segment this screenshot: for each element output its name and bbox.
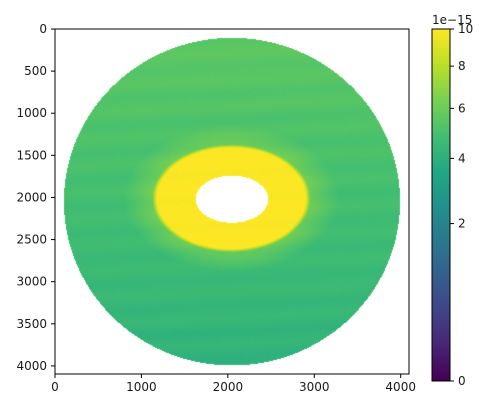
- colorbar-gradient: [432, 29, 450, 381]
- heatmap-image: [55, 29, 409, 374]
- y-tick-label: 500: [24, 64, 47, 78]
- heatmap-plot-area: [55, 29, 409, 374]
- y-tick-label: 2000: [16, 190, 47, 204]
- y-tick-label: 0: [39, 22, 47, 36]
- x-tick-label: 0: [51, 380, 59, 394]
- colorbar-tick-label: 2: [458, 217, 466, 231]
- colorbar-tick-label: 0: [458, 374, 466, 388]
- y-axis: 0 500 1000 1500 2000 2500 3000 3500 4000: [16, 22, 55, 373]
- y-tick-label: 3000: [16, 275, 47, 289]
- colorbar: 1e−15 0246810: [432, 13, 473, 388]
- x-tick-label: 3000: [299, 380, 330, 394]
- colorbar-tick-label: 6: [458, 101, 466, 115]
- x-tick-label: 2000: [213, 380, 244, 394]
- y-tick-label: 1000: [16, 106, 47, 120]
- x-tick-label: 4000: [385, 380, 416, 394]
- colorbar-ticks: 0 2 4 6 8 10: [450, 22, 473, 388]
- colorbar-tick-label: 8: [458, 59, 466, 73]
- y-tick-label: 2500: [16, 233, 47, 247]
- colorbar-tick-label: 4: [458, 151, 466, 165]
- x-tick-label: 1000: [126, 380, 157, 394]
- y-tick-label: 3500: [16, 317, 47, 331]
- x-axis: 0 1000 2000 3000 4000: [51, 374, 416, 394]
- colorbar-tick-label: 10: [458, 22, 473, 36]
- y-tick-label: 1500: [16, 148, 47, 162]
- y-tick-label: 4000: [16, 359, 47, 373]
